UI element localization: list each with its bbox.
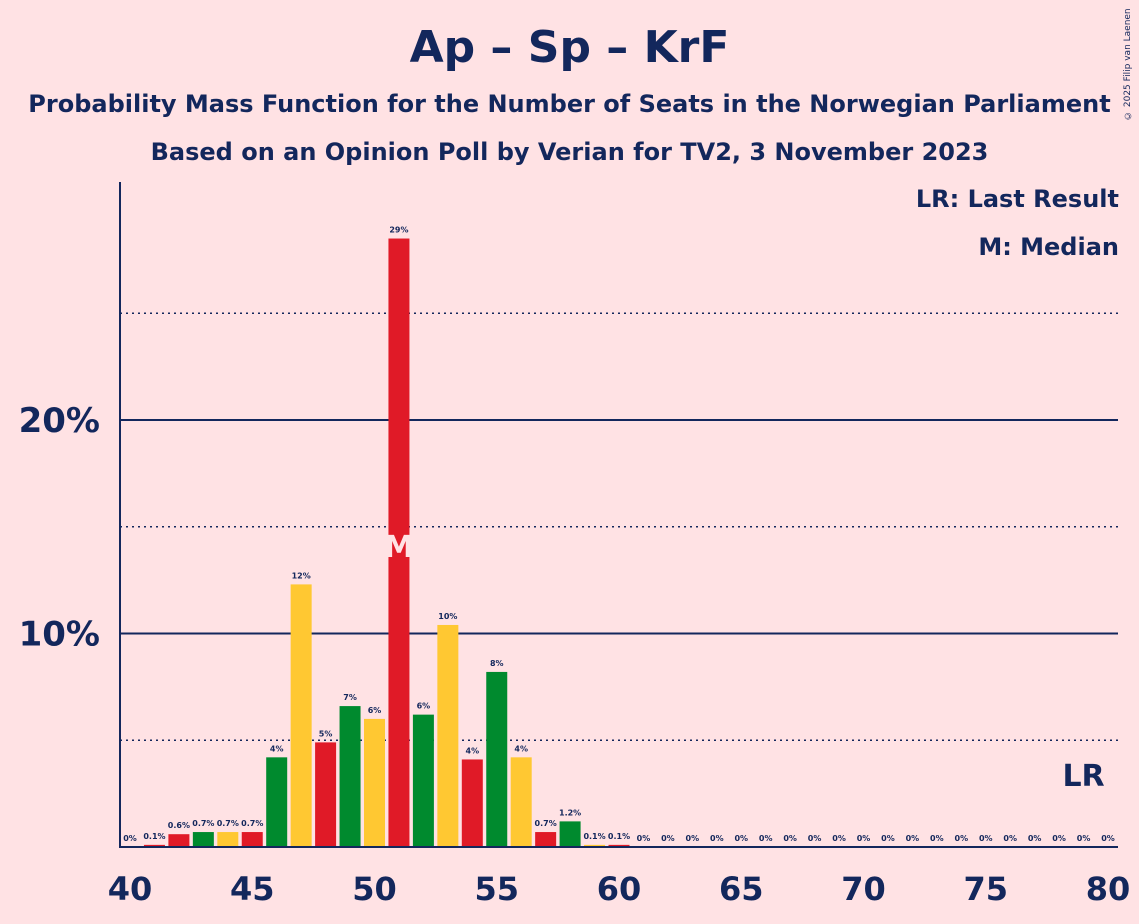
bar-value-label: 0% (1052, 834, 1066, 843)
bar-value-label: 4% (514, 744, 528, 753)
bar-seat-55 (486, 671, 508, 847)
chart-title: Ap – Sp – KrF (409, 22, 730, 73)
bar-seat-46 (266, 757, 288, 847)
y-tick-label: 10% (19, 615, 100, 655)
bar-value-label: 0% (734, 834, 748, 843)
median-marker: M (384, 530, 414, 565)
bar-value-label: 0% (637, 834, 651, 843)
bar-value-label: 29% (389, 226, 408, 235)
x-tick-label: 65 (719, 870, 764, 908)
bar-value-label: 0% (759, 834, 773, 843)
last-result-marker: LR (1062, 759, 1104, 794)
legend-median: M: Median (978, 233, 1119, 261)
bar-value-label: 0.1% (143, 832, 165, 841)
x-tick-label: 50 (352, 870, 397, 908)
bar-seat-47 (290, 584, 312, 847)
chart-subtitle: Probability Mass Function for the Number… (28, 90, 1111, 118)
bar-value-label: 6% (368, 706, 382, 715)
bar-value-label: 0% (123, 834, 137, 843)
bar-value-label: 5% (319, 729, 333, 738)
bar-value-label: 4% (466, 746, 480, 755)
bar-seat-49 (339, 706, 361, 847)
bar-value-label: 12% (292, 571, 311, 580)
bar-seat-60 (608, 844, 630, 847)
x-tick-label: 60 (597, 870, 642, 908)
bar-seat-54 (461, 759, 483, 847)
bar-value-label: 0% (1003, 834, 1017, 843)
bar-value-label: 0% (1101, 834, 1115, 843)
x-tick-label: 70 (841, 870, 886, 908)
bar-value-label: 10% (438, 612, 457, 621)
y-tick-label: 20% (19, 401, 100, 441)
bar-seat-58 (559, 821, 581, 847)
x-tick-label: 75 (963, 870, 1008, 908)
bar-value-label: 0% (686, 834, 700, 843)
bar-value-label: 0% (661, 834, 675, 843)
bar-value-label: 0% (1028, 834, 1042, 843)
bar-value-label: 0.7% (192, 819, 214, 828)
bar-seat-45 (241, 832, 263, 847)
bar-value-label: 0% (832, 834, 846, 843)
bar-seat-56 (510, 757, 532, 847)
x-tick-label: 45 (230, 870, 275, 908)
bar-value-label: 0% (783, 834, 797, 843)
bar-seat-41 (143, 844, 165, 847)
bar-value-label: 0.7% (217, 819, 239, 828)
bar-value-label: 4% (270, 744, 284, 753)
x-tick-label: 40 (108, 870, 153, 908)
bar-seat-57 (535, 832, 557, 847)
bar-value-label: 7% (343, 693, 357, 702)
bar-value-label: 6% (417, 702, 431, 711)
bar-value-label: 0.1% (583, 832, 605, 841)
bar-seat-51 (388, 238, 410, 847)
bar-value-label: 0% (1077, 834, 1091, 843)
bar-value-label: 0% (710, 834, 724, 843)
bar-seat-43 (192, 832, 214, 847)
bar-value-label: 0% (857, 834, 871, 843)
bar-value-label: 0% (881, 834, 895, 843)
bar-seat-50 (364, 718, 385, 847)
bar-seat-52 (412, 714, 434, 847)
bar-value-label: 0.1% (608, 832, 630, 841)
bar-seat-42 (168, 834, 190, 847)
bar-value-label: 0% (930, 834, 944, 843)
bar-seat-48 (315, 742, 337, 847)
bar-seat-44 (217, 832, 239, 847)
x-tick-label: 55 (474, 870, 519, 908)
bar-value-label: 0.7% (241, 819, 263, 828)
chart-subtitle-source: Based on an Opinion Poll by Verian for T… (150, 138, 989, 166)
x-tick-label: 80 (1086, 870, 1131, 908)
bar-seat-53 (437, 624, 459, 847)
bar-value-label: 0% (906, 834, 920, 843)
bar-value-label: 0% (955, 834, 969, 843)
bar-value-label: 0.6% (168, 821, 190, 830)
bar-seat-59 (584, 844, 606, 847)
bar-value-label: 1.2% (559, 808, 581, 817)
bar-value-label: 8% (490, 659, 504, 668)
legend-last-result: LR: Last Result (915, 185, 1119, 213)
bar-value-label: 0% (979, 834, 993, 843)
bar-value-label: 0.7% (535, 819, 557, 828)
bar-value-label: 0% (808, 834, 822, 843)
